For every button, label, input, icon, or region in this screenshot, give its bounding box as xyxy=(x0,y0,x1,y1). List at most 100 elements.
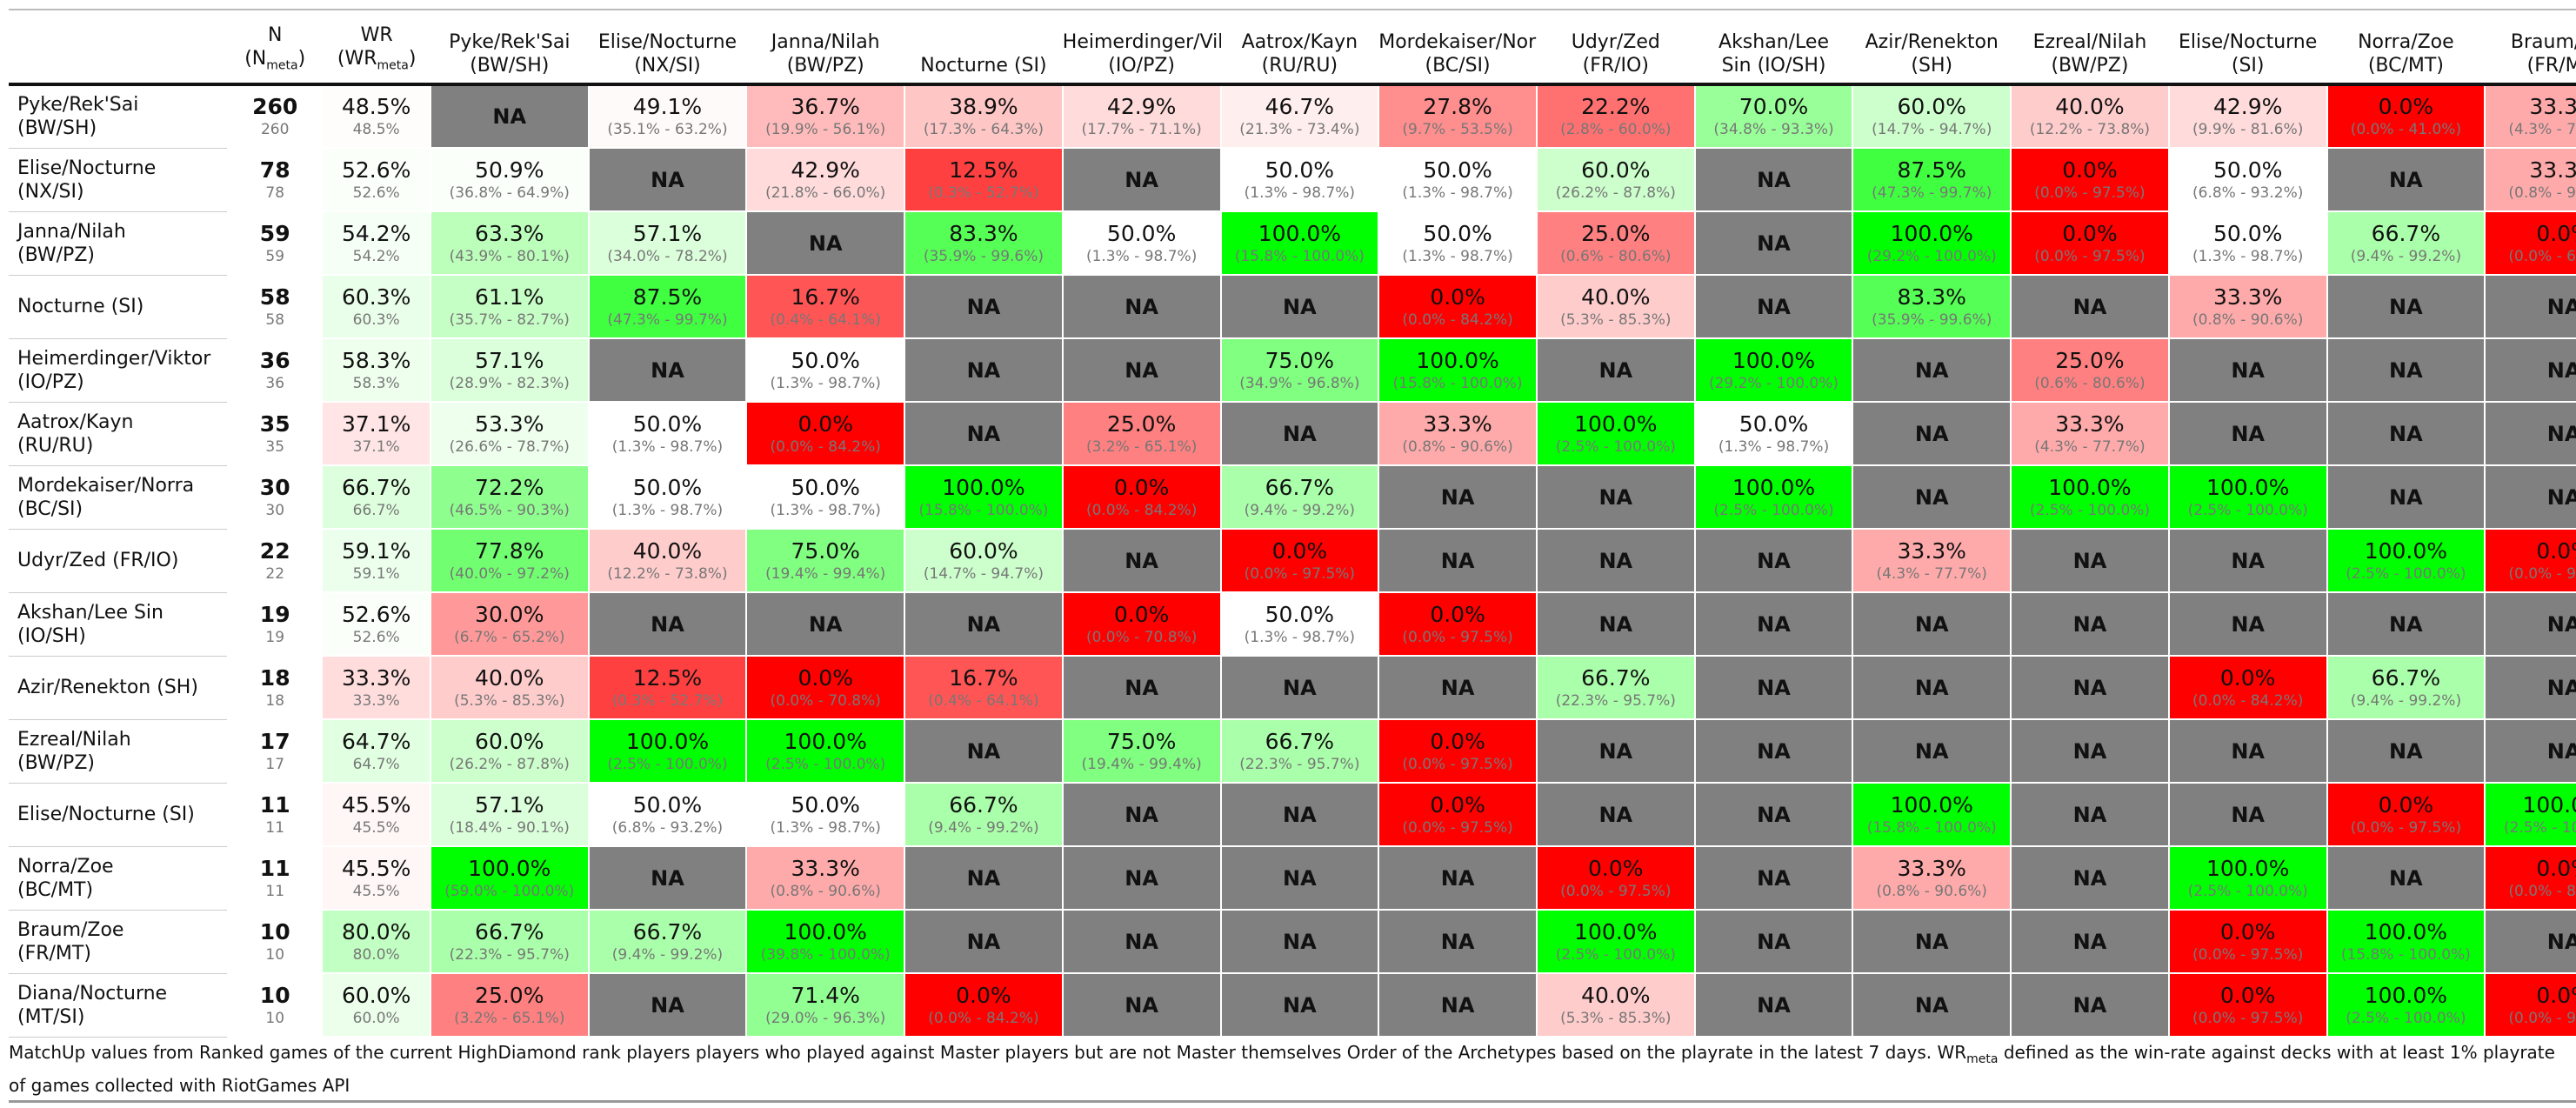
na-text: NA xyxy=(1757,929,1791,954)
matchup-wr: 100.0% xyxy=(468,855,551,881)
matchup-cell: 0.0%(0.0% - 97.5%) xyxy=(1378,591,1538,657)
matchup-ci: (14.7% - 94.7%) xyxy=(923,564,1044,583)
matchup-table: N (Nmeta) WR (WRmeta) Pyke/Rek'Sai (BW/SH) Eli… xyxy=(9,9,2576,1038)
na-cell: NA xyxy=(1061,337,1222,403)
row-label: Heimerdinger/Viktor (IO/PZ) xyxy=(9,338,227,402)
matchup-cell: 100.0%(2.5% - 100.0%) xyxy=(2167,845,2328,911)
matchup-ci: (0.6% - 80.6%) xyxy=(2034,374,2146,392)
row-label: Ezreal/Nilah (BW/PZ) xyxy=(9,719,227,783)
row-label: Diana/Nocturne (MT/SI) xyxy=(9,973,227,1037)
matchup-cell: 60.0% (14.7% - 94.7%) xyxy=(1852,83,2012,149)
na-cell: NA xyxy=(1852,655,2012,720)
wr-meta: 58.3% xyxy=(352,374,400,392)
column-header-line: Udyr/Zed xyxy=(1571,31,1660,53)
na-cell: NA xyxy=(1852,401,2012,466)
matchup-cell: 36.7% (19.9% - 56.1%) xyxy=(745,83,906,149)
matchup-ci: (29.0% - 96.3%) xyxy=(765,1009,886,1027)
na-text: NA xyxy=(1440,675,1475,700)
matchup-cell: 100.0% (15.8% - 100.0%) xyxy=(2326,909,2486,974)
matchup-cell: 49.1% (35.1% - 63.2%) xyxy=(587,83,748,149)
matchup-wr: 100.0% xyxy=(1258,220,1342,246)
n-meta: 36 xyxy=(265,374,285,392)
na-text: NA xyxy=(1914,738,1949,764)
n-value: 18 xyxy=(259,664,290,691)
matchup-cell: 53.3% (26.6% - 78.7%) xyxy=(429,401,590,466)
matchup-wr: 0.0% xyxy=(956,982,1011,1008)
row-label-line: Norra/Zoe xyxy=(17,855,114,878)
matchup-wr: 50.0% xyxy=(632,474,703,500)
column-header: Braum/Zoe(FR/MT) xyxy=(2485,10,2576,84)
na-text: NA xyxy=(1283,294,1317,319)
matchup-cell: 60.0% (14.7% - 94.7%) xyxy=(904,528,1064,593)
matchup-ci: (0.0% - 97.5%) xyxy=(1244,564,1356,583)
na-text: NA xyxy=(1124,167,1158,192)
matchup-cell: 75.0% (34.9% - 96.8%) xyxy=(1219,337,1380,403)
wr-cell: 52.6% 52.6% xyxy=(323,147,430,212)
n-meta: 30 xyxy=(265,501,285,519)
na-cell: NA xyxy=(1693,655,1854,720)
na-cell: NA xyxy=(2167,528,2328,593)
matchup-wr: 66.7% xyxy=(632,918,703,944)
matchup-wr: 50.0% xyxy=(791,474,860,500)
column-header-line: (BW/SH) xyxy=(470,55,550,77)
matchup-wr: 72.2% xyxy=(475,474,544,500)
matchup-cell: 66.7% (9.4% - 99.2%) xyxy=(1219,464,1380,530)
matchup-cell: 66.7% (9.4% - 99.2%) xyxy=(2326,655,2486,720)
na-text: NA xyxy=(2231,357,2265,383)
matchup-ci: (40.0% - 97.2%) xyxy=(449,564,570,583)
na-cell: NA xyxy=(1693,528,1854,593)
na-cell: NA xyxy=(2484,655,2576,720)
matchup-ci: (0.0% - 84.2%) xyxy=(1085,501,1198,519)
matchup-wr: 100.0% xyxy=(2364,982,2448,1008)
matchup-wr: 25.0% xyxy=(1106,410,1177,437)
matchup-cell: 50.0% (1.3% - 98.7%) xyxy=(1219,147,1380,212)
matchup-ci: (26.2% - 87.8%) xyxy=(1555,184,1676,202)
wr-cell: 37.1% 37.1% xyxy=(323,401,430,466)
na-cell: NA xyxy=(1535,718,1696,784)
wr-cell: 52.6% 52.6% xyxy=(323,591,430,657)
n-cell: 78 78 xyxy=(226,147,324,212)
na-text: NA xyxy=(1914,484,1949,510)
matchup-wr: 0.0% xyxy=(2062,157,2118,183)
na-text: NA xyxy=(1598,738,1633,764)
na-cell: NA xyxy=(429,83,590,149)
matchup-ci: (36.8% - 64.9%) xyxy=(449,184,570,202)
matchup-ci: (0.6% - 80.6%) xyxy=(1560,247,1672,265)
na-cell: NA xyxy=(2326,464,2486,530)
matchup-cell: 83.3% (35.9% - 99.6%) xyxy=(1852,274,2012,339)
matchup-wr: 66.7% xyxy=(1581,664,1651,691)
matchup-cell: 77.8% (40.0% - 97.2%) xyxy=(429,528,590,593)
matchup-ci: (21.8% - 66.0%) xyxy=(765,184,886,202)
matchup-cell: 100.0%(2.5% - 100.0%) xyxy=(2010,464,2170,530)
matchup-cell: 33.3%(0.8% - 90.6%) xyxy=(2484,147,2576,212)
n-value: 35 xyxy=(259,410,290,437)
na-cell: NA xyxy=(2326,274,2486,339)
matchup-cell: 0.0%(0.0% - 97.5%) xyxy=(2010,147,2170,212)
na-text: NA xyxy=(1914,611,1949,637)
na-text: NA xyxy=(651,611,684,637)
matchup-wr: 100.0% xyxy=(2364,537,2448,564)
na-text: NA xyxy=(966,357,1001,383)
row-label: Braum/Zoe (FR/MT) xyxy=(9,910,227,973)
na-text: NA xyxy=(2231,548,2265,573)
n-meta: 78 xyxy=(265,184,285,202)
matchup-wr: 36.7% xyxy=(791,94,860,119)
n-value: 11 xyxy=(259,855,290,881)
matchup-wr: 57.1% xyxy=(632,220,703,246)
matchup-ci: (35.9% - 99.6%) xyxy=(1872,310,1992,329)
matchup-cell: 33.3%(0.8% - 90.6%) xyxy=(1852,845,2012,911)
matchup-cell: 66.7% (22.3% - 95.7%) xyxy=(1535,655,1696,720)
matchup-cell: 40.0% (5.3% - 85.3%) xyxy=(1535,972,1696,1038)
matchup-cell: 83.3% (35.9% - 99.6%) xyxy=(904,210,1064,276)
matchup-wr: 0.0% xyxy=(2378,94,2434,119)
matchup-cell: 12.5% (0.3% - 52.7%) xyxy=(587,655,748,720)
na-text: NA xyxy=(1914,357,1949,383)
table-row: Akshan/Lee Sin (IO/SH) 19 19 52.6% 52.6% 30.0%… xyxy=(9,591,2576,657)
n-cell: 10 10 xyxy=(226,909,324,974)
na-text: NA xyxy=(2231,421,2265,446)
matchup-wr: 50.9% xyxy=(475,157,544,183)
wr-meta: 60.0% xyxy=(352,1009,400,1027)
matchup-wr: 0.0% xyxy=(1113,601,1170,627)
matchup-ci: (15.8% - 100.0%) xyxy=(2340,945,2471,964)
na-text: NA xyxy=(2546,929,2576,954)
